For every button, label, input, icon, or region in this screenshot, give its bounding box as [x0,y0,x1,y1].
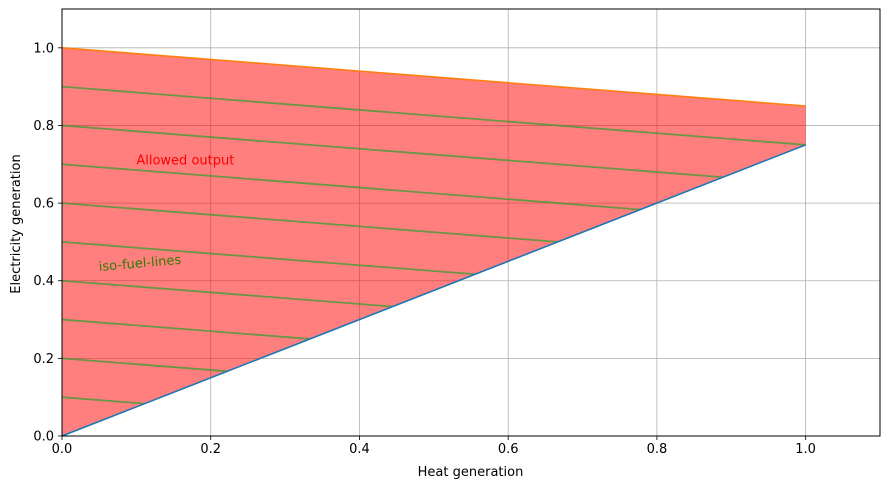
iso-fuel-line [61,202,558,243]
y-tick-label: 0.4 [33,274,54,289]
x-tick-label: 1.0 [795,442,816,457]
y-tick-label: 0.6 [33,197,54,212]
iso-fuel-line [61,85,806,146]
y-tick-label: 0.8 [33,119,54,134]
upper-boundary-line [61,47,806,107]
axes-frame [61,8,881,437]
plot-frame [61,8,881,437]
iso-fuel-line [61,396,145,405]
ticks-layer: 0.0 0.2 0.4 0.6 0.8 1.0 0.0 0.2 0.4 0.6 0.8 1.0 [33,41,816,457]
iso-fuel-line [61,318,310,340]
y-tick-label: 1.0 [33,41,54,56]
x-tick-label: 0.8 [647,442,668,457]
allowed-output-region-layer [62,47,806,437]
x-tick-label: 0.4 [349,442,370,457]
iso-fuel-line [61,124,724,179]
y-axis-label: Electricity generation [9,154,24,293]
iso-fuel-line [61,241,476,276]
allowed-output-annotation: Allowed output [136,153,234,168]
iso-fuel-line [61,357,228,373]
x-axis-label: Heat generation [418,465,524,480]
x-tick-label: 0.0 [52,442,73,457]
x-tick-label: 0.2 [200,442,221,457]
annotations-layer: Allowed output iso-fuel-lines [98,153,234,275]
lower-boundary-line [61,144,806,437]
iso-fuel-line [61,279,393,308]
y-tick-label: 0.2 [33,352,54,367]
y-tick-label: 0.0 [33,430,54,445]
iso-fuel-lines-annotation: iso-fuel-lines [98,253,182,275]
x-tick-label: 0.6 [498,442,519,457]
iso-fuel-lines-layer [61,85,806,405]
allowed-output-region [62,47,806,437]
series-layer [61,47,806,437]
iso-fuel-line [61,163,641,211]
